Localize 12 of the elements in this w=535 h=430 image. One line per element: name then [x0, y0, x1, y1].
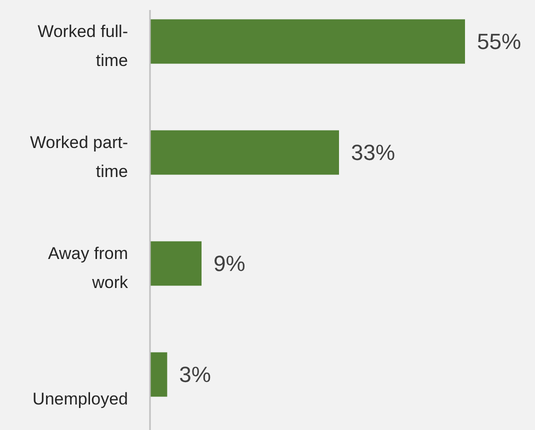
y-tick-label: Unemployed [32, 390, 128, 408]
data-label: 55% [477, 29, 522, 54]
y-tick-label: Worked part-time [30, 133, 128, 181]
data-label: 33% [351, 140, 396, 166]
y-tick-label: Away from work [48, 244, 128, 292]
data-label: 3% [179, 362, 211, 388]
y-tick-label: Worked full-time [38, 22, 128, 70]
data-label: 9% [214, 251, 246, 276]
bar [150, 241, 202, 286]
bar [150, 352, 168, 397]
bar [150, 19, 465, 64]
bar [150, 130, 339, 175]
